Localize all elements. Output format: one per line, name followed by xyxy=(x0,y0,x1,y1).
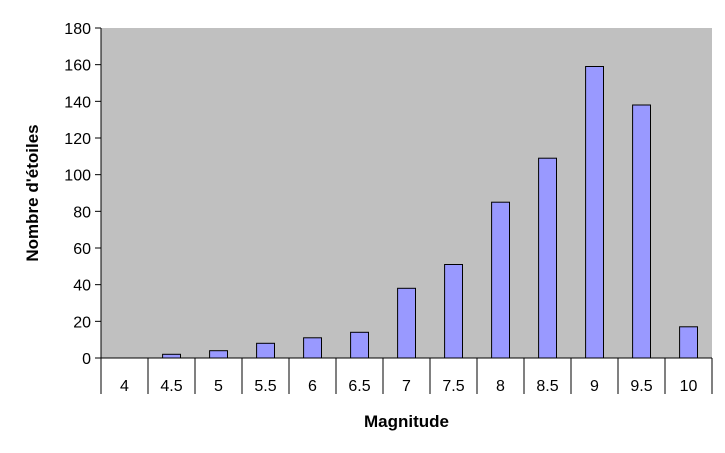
x-tick-label: 8.5 xyxy=(536,378,558,395)
x-tick-label: 5.5 xyxy=(254,378,276,395)
x-tick-label: 7 xyxy=(402,378,411,395)
x-tick-label: 8 xyxy=(496,378,505,395)
y-tick-label: 20 xyxy=(73,314,91,331)
x-tick-label: 9.5 xyxy=(630,378,652,395)
y-tick-label: 160 xyxy=(64,58,91,75)
y-axis-ticks: 0 20 40 60 80 100 120 140 160 180 xyxy=(64,21,101,368)
y-tick-label: 120 xyxy=(64,131,91,148)
y-tick-label: 0 xyxy=(82,351,91,368)
x-tick-label: 5 xyxy=(214,378,223,395)
x-axis-ticks: 4 4.5 5 5.5 6 6.5 7 7.5 8 8.5 9 9.5 10 xyxy=(100,358,713,395)
x-axis-title: Magnitude xyxy=(364,412,449,431)
y-axis-title: Nombre d'étoiles xyxy=(23,124,42,261)
x-tick-label: 6.5 xyxy=(348,378,370,395)
bar-5.5 xyxy=(256,342,276,359)
y-tick-label: 180 xyxy=(64,21,91,38)
bar-9 xyxy=(585,66,604,359)
bar-9.5 xyxy=(632,104,651,359)
y-tick-label: 80 xyxy=(73,204,91,221)
bar-7 xyxy=(397,287,417,359)
x-tick-label: 9 xyxy=(590,378,599,395)
x-tick-label: 4.5 xyxy=(160,378,182,395)
bar-6.5 xyxy=(350,331,370,359)
bar-7.5 xyxy=(444,264,464,359)
bar-6 xyxy=(303,337,323,359)
bar-8.5 xyxy=(538,157,557,359)
y-tick-label: 40 xyxy=(73,278,91,295)
y-tick-label: 140 xyxy=(64,94,91,111)
bar-10 xyxy=(679,326,698,359)
y-tick-label: 60 xyxy=(73,241,91,258)
x-tick-label: 4 xyxy=(120,378,129,395)
bar-8 xyxy=(491,201,511,359)
x-tick-label: 7.5 xyxy=(442,378,464,395)
bar-4.5 xyxy=(162,353,182,359)
x-tick-label: 6 xyxy=(308,378,317,395)
y-tick-label: 100 xyxy=(64,168,91,185)
bars-group xyxy=(162,66,698,359)
x-tick-label: 10 xyxy=(680,378,698,395)
bar-5 xyxy=(209,350,229,359)
